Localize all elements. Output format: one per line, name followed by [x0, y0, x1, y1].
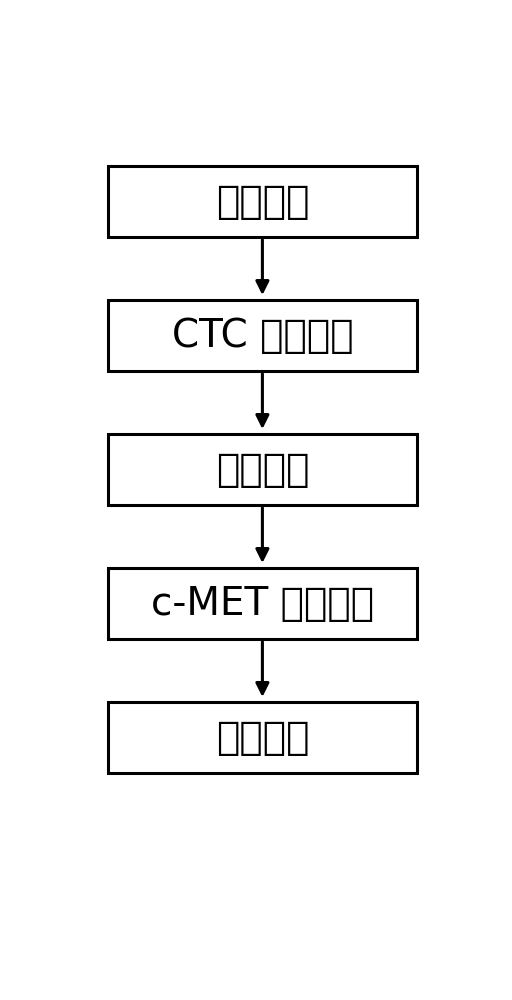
Text: 样本采集: 样本采集	[216, 183, 309, 221]
Text: 样本处理: 样本处理	[216, 451, 309, 489]
Bar	[108, 434, 417, 505]
Text: CTC 阴性富集: CTC 阴性富集	[172, 317, 353, 355]
Bar	[108, 702, 417, 773]
Text: c-MET 基因检测: c-MET 基因检测	[151, 585, 374, 623]
Bar	[108, 568, 417, 639]
Bar	[108, 166, 417, 237]
Text: 结果分析: 结果分析	[216, 719, 309, 757]
Bar	[108, 300, 417, 371]
